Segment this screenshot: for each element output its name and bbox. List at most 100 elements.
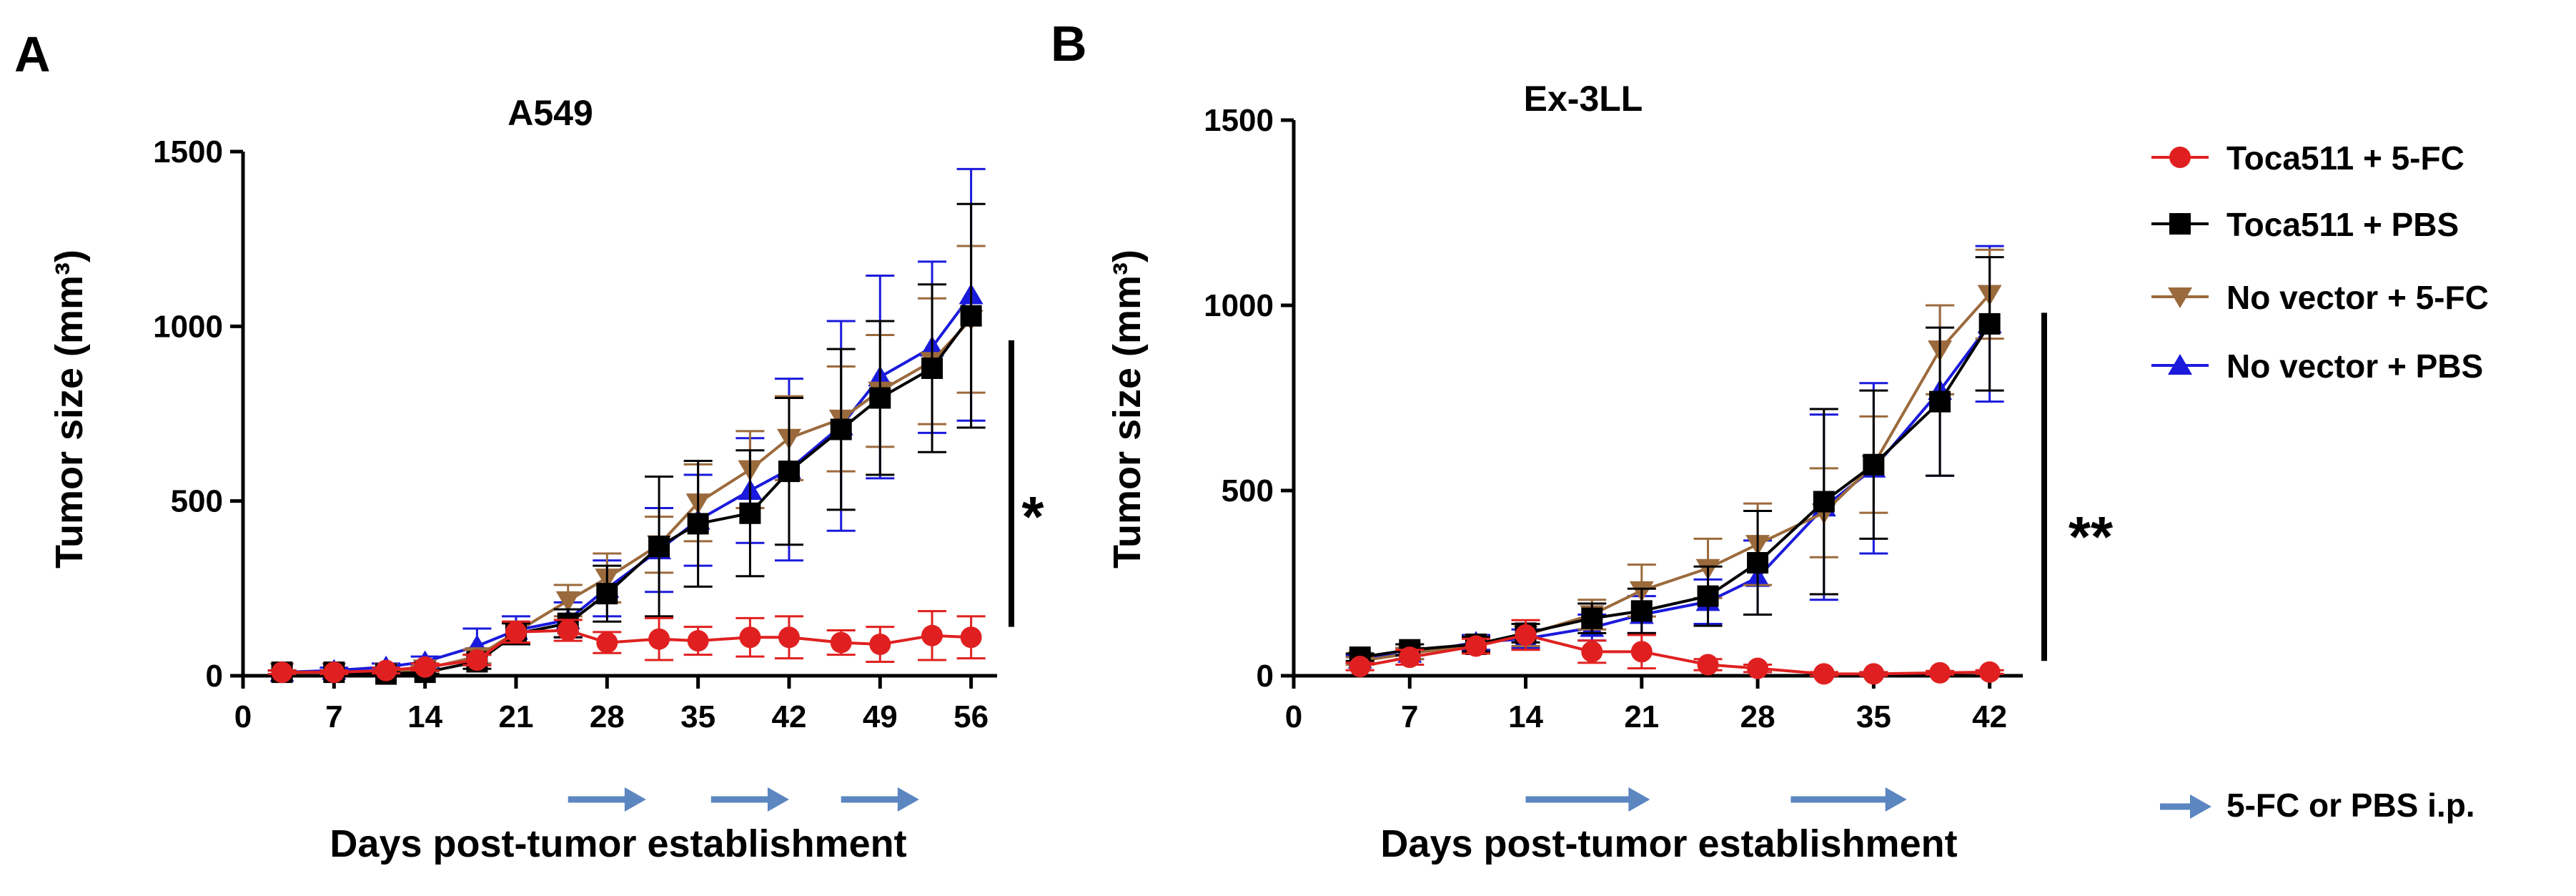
panel-a-xtick-label-28: 28	[590, 699, 625, 734]
panel-b-toca_5fc-line	[1359, 633, 1990, 676]
panel-a-xlabel: Days post-tumor establishment	[330, 822, 906, 865]
panel-a-letter: A	[14, 26, 51, 82]
panel-a-ytick-label-500: 500	[171, 484, 223, 519]
panel-b-title: Ex-3LL	[1524, 79, 1643, 119]
panel-a-ytick-label-1500: 1500	[153, 134, 223, 169]
panel-b-xlabel: Days post-tumor establishment	[1380, 822, 1957, 865]
panel-b-xtick-label-35: 35	[1856, 699, 1891, 734]
panel-a-toca_pbs-point-9	[687, 513, 709, 535]
legend-label-novec-pbs: No vector + PBS	[2226, 348, 2483, 385]
panel-b-novec_5fc-line	[1359, 293, 1991, 663]
panel-b-toca_5fc-point-9	[1863, 663, 1885, 685]
panel-b-treatment-arrow-1	[1790, 787, 1907, 812]
panel-a-treatment-arrow-2-head	[897, 787, 919, 812]
panel-b-toca_5fc-point-3	[1515, 624, 1537, 646]
panel-b-xtick-label-14: 14	[1508, 699, 1543, 734]
panel-b-ylabel: Tumor size (mm³)	[1106, 250, 1149, 568]
panel-b-xtick-label-21: 21	[1624, 699, 1659, 734]
panel-a-toca_pbs-point-11	[778, 461, 800, 483]
panel-b-toca_pbs-point-11	[1978, 312, 2001, 335]
panel-a-toca_5fc-point-8	[648, 628, 670, 650]
panel-a-toca_5fc-point-9	[687, 630, 709, 652]
panel-a-treatment-arrow-0-head	[624, 787, 646, 812]
legend-label-arrow: 5-FC or PBS i.p.	[2226, 787, 2475, 824]
panel-b-toca_pbs-point-6	[1697, 585, 1719, 607]
panel-a-toca_5fc-point-12	[830, 631, 852, 654]
panel-a-ylabel: Tumor size (mm³)	[48, 250, 91, 568]
panel-b-toca_5fc-point-2	[1465, 635, 1487, 657]
panel-b-toca_pbs-line	[1359, 323, 1991, 659]
panel-a-series-novec_5fc	[267, 245, 986, 684]
panel-b-treatment-arrow-0-head	[1628, 787, 1650, 812]
panel-a-ytick-label-1000: 1000	[153, 309, 223, 344]
panel-a-series-novec_pbs	[267, 167, 986, 682]
panel-a-toca_5fc-point-11	[778, 626, 800, 649]
panel-a-toca_5fc-point-1	[323, 661, 345, 684]
panel-b-toca_5fc-point-6	[1697, 654, 1719, 676]
panel-a-ytick-label-0: 0	[206, 659, 223, 694]
panel-b-toca_pbs-point-8	[1813, 491, 1835, 513]
panel-a-toca_pbs-point-8	[648, 536, 670, 558]
panel-a-xtick-label-35: 35	[680, 699, 715, 734]
legend	[2151, 147, 2211, 819]
panel-a-toca_pbs-point-14	[921, 357, 943, 379]
panel-b-ytick-label-500: 500	[1222, 473, 1274, 508]
panel-b-plot: 0 500 1000 1500 0 7 14 21 28 35 42	[1204, 103, 2047, 812]
legend-label-novec-5fc: No vector + 5-FC	[2226, 279, 2489, 316]
panel-a-toca_pbs-line	[282, 315, 973, 676]
panel-b-toca_pbs-point-10	[1929, 390, 1951, 413]
panel-a-novec_5fc-line	[282, 318, 973, 674]
panel-b-xtick-label-7: 7	[1401, 699, 1418, 734]
panel-b-toca_5fc-point-0	[1349, 656, 1371, 678]
panel-a-toca_5fc-point-13	[869, 634, 891, 656]
legend-arrow-icon-head	[2190, 794, 2211, 819]
legend-label-toca-pbs: Toca511 + PBS	[2226, 206, 2459, 243]
panel-b-series-toca_pbs	[1345, 256, 2004, 669]
panel-b-toca_pbs-point-9	[1863, 453, 1885, 476]
panel-a-toca_pbs-point-15	[960, 305, 982, 327]
panel-a-toca_5fc-point-15	[960, 626, 982, 649]
panel-a-xtick-label-49: 49	[863, 699, 898, 734]
panel-b-ytick-label-0: 0	[1257, 659, 1274, 694]
panel-b-toca_5fc-point-5	[1630, 641, 1653, 663]
panel-a-toca_5fc-point-14	[921, 624, 943, 646]
legend-marker-toca_pbs	[2169, 213, 2191, 235]
legend-marker-novec_pbs	[2168, 354, 2192, 375]
panel-a-treatment-arrow-2	[841, 787, 919, 812]
chart-marks: 0 500 1000 1500 0 7 14 21 28 35 42 49 56 0 500 1000 1500…	[153, 103, 2211, 819]
panel-a-xtick-label-0: 0	[234, 699, 252, 734]
panel-b-xtick-label-42: 42	[1972, 699, 2007, 734]
legend-arrow-icon	[2160, 794, 2211, 819]
panel-b-series-toca_5fc	[1345, 619, 2004, 685]
panel-b-toca_5fc-point-8	[1813, 663, 1835, 685]
panel-a-xtick-label-7: 7	[325, 699, 342, 734]
panel-a-title: A549	[507, 93, 593, 133]
panel-b-series-novec_pbs	[1345, 245, 2004, 669]
panel-a-toca_5fc-point-3	[414, 656, 436, 678]
legend-marker-toca_5fc	[2169, 147, 2191, 168]
panel-a-novec_5fc-point-6	[555, 591, 580, 612]
panel-b-novec_pbs-line	[1359, 323, 1991, 661]
legend-marker-novec_5fc	[2168, 287, 2192, 308]
panel-b-ytick-label-1000: 1000	[1204, 288, 1274, 323]
panel-a-toca_pbs-point-13	[869, 387, 891, 409]
panel-b-treatment-arrow-1-head	[1885, 787, 1907, 812]
panel-b-significance-label: **	[2069, 505, 2114, 568]
panel-a-toca_5fc-point-0	[271, 661, 293, 684]
panel-b-toca_5fc-point-4	[1581, 641, 1603, 663]
panel-a-toca_5fc-point-4	[466, 649, 488, 671]
panel-b-letter: B	[1051, 16, 1087, 72]
legend-label-toca-5fc: Toca511 + 5-FC	[2226, 139, 2464, 177]
panel-a-toca_5fc-line	[282, 629, 971, 674]
panel-a-xtick-label-42: 42	[771, 699, 806, 734]
panel-b-toca_5fc-point-11	[1978, 661, 2001, 683]
panel-a-toca_pbs-point-12	[830, 418, 852, 440]
panel-a-treatment-arrow-1-head	[767, 787, 789, 812]
panel-b-treatment-arrow-0	[1525, 787, 1650, 812]
panel-a-novec_pbs-line	[282, 294, 973, 674]
panel-a-significance-label: *	[1021, 485, 1044, 548]
panel-b-toca_5fc-point-10	[1929, 661, 1951, 684]
panel-b-xtick-label-0: 0	[1285, 699, 1302, 734]
panel-a-toca_pbs-point-7	[596, 583, 618, 605]
